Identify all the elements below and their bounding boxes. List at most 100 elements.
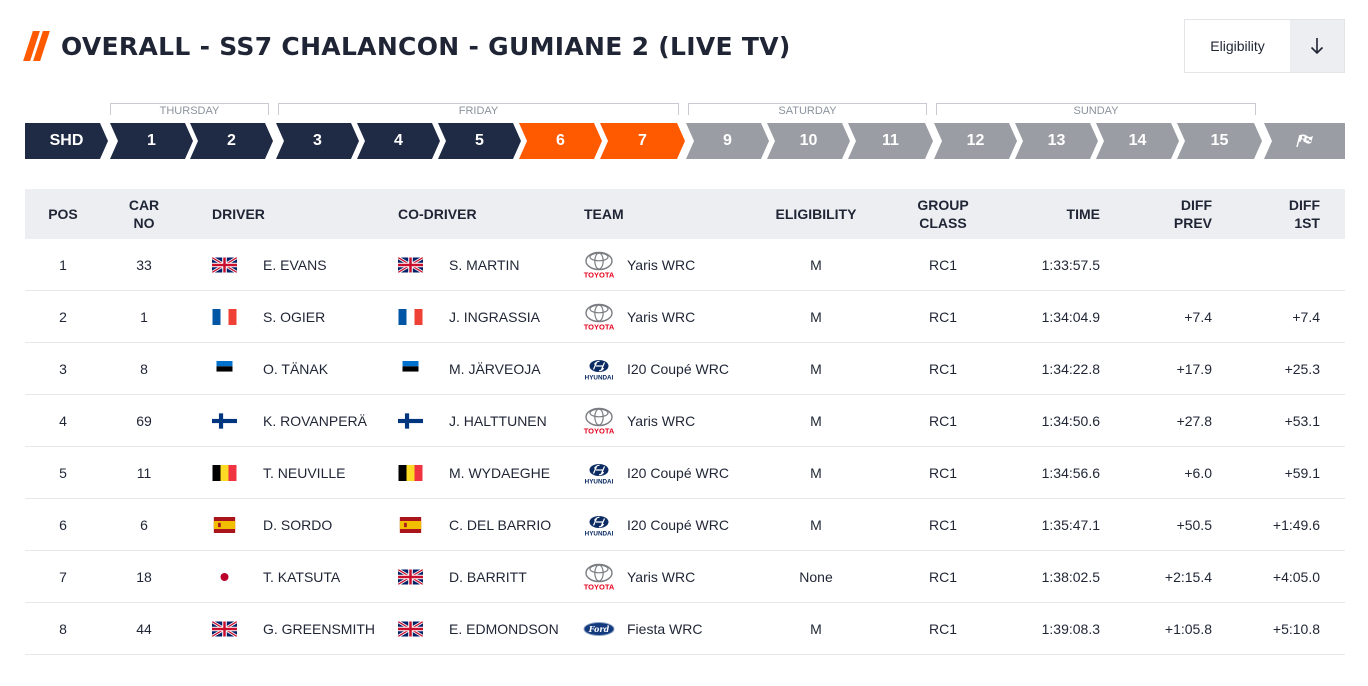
cell-codriver[interactable]: M. WYDAEGHE	[398, 447, 578, 498]
col-car-no[interactable]: CAR NO	[101, 189, 187, 239]
flag-es-icon	[212, 516, 250, 533]
cell-diff-first: +59.1	[1284, 464, 1320, 481]
driver-name[interactable]: K. ROVANPERÄ	[263, 412, 367, 429]
eligibility-filter-label[interactable]: Eligibility	[1210, 38, 1265, 54]
col-team[interactable]: TEAM	[584, 206, 624, 222]
col-car-no-line1: CAR	[128, 197, 160, 213]
flag-gb-icon	[398, 621, 436, 637]
stage-13[interactable]: 13	[1015, 123, 1098, 159]
table-row[interactable]: 4 69 K. ROVANPERÄ J. HALTTUNEN TOYOTA Yaris W…	[25, 395, 1345, 447]
table-row[interactable]: 6 6 D. SORDO C. DEL BARRIO HYUNDAI I20 Coupé …	[25, 499, 1345, 551]
stage-10[interactable]: 10	[767, 123, 850, 159]
driver-name[interactable]: G. GREENSMITH	[263, 620, 376, 637]
driver-name[interactable]: T. NEUVILLE	[263, 464, 346, 481]
cell-codriver[interactable]: C. DEL BARRIO	[398, 499, 578, 550]
cell-driver[interactable]: G. GREENSMITH	[212, 603, 392, 654]
col-eligibility[interactable]: ELIGIBILITY	[775, 206, 857, 222]
driver-name[interactable]: D. SORDO	[263, 516, 333, 533]
stage-3[interactable]: 3	[276, 123, 359, 159]
cell-pos: 6	[59, 516, 67, 533]
cell-codriver[interactable]: J. INGRASSIA	[398, 291, 578, 342]
cell-driver[interactable]: T. KATSUTA	[212, 551, 392, 602]
stage-12[interactable]: 12	[934, 123, 1017, 159]
stage-2[interactable]: 2	[190, 123, 273, 159]
cell-pos: 7	[59, 568, 67, 585]
stage-14[interactable]: 14	[1096, 123, 1179, 159]
cell-team: TOYOTA Yaris WRC	[582, 395, 762, 446]
table-row[interactable]: 2 1 S. OGIER J. INGRASSIA TOYOTA Yaris WRC M RC…	[25, 291, 1345, 343]
eligibility-filter[interactable]: Eligibility	[1184, 19, 1345, 73]
table-row[interactable]: 3 8 O. TÄNAK M. JÄRVEOJA HYUNDAI I20 Coupé WR…	[25, 343, 1345, 395]
codriver-name[interactable]: C. DEL BARRIO	[449, 516, 552, 533]
svg-text:Ford: Ford	[588, 623, 610, 633]
stage-shd[interactable]: SHD	[25, 123, 108, 159]
stage-15[interactable]: 15	[1177, 123, 1262, 159]
stage-4[interactable]: 4	[357, 123, 440, 159]
cell-diff-prev: +7.4	[1184, 308, 1212, 325]
codriver-name[interactable]: M. WYDAEGHE	[449, 464, 551, 481]
stage-5[interactable]: 5	[438, 123, 521, 159]
team-car: Yaris WRC	[627, 412, 696, 429]
codriver-name[interactable]: M. JÄRVEOJA	[449, 360, 541, 377]
cell-time: 1:34:50.6	[1041, 412, 1100, 429]
toyota-logo-icon: TOYOTA	[582, 562, 616, 592]
cell-driver[interactable]: E. EVANS	[212, 239, 392, 290]
table-row[interactable]: 1 33 E. EVANS S. MARTIN TOYOTA Yaris WRC M RC1 1…	[25, 239, 1345, 291]
table-row[interactable]: 7 18 T. KATSUTA D. BARRITT TOYOTA Yaris WRC No…	[25, 551, 1345, 603]
flag-es-icon	[398, 516, 436, 533]
cell-pos: 5	[59, 464, 67, 481]
driver-name[interactable]: S. OGIER	[263, 308, 326, 325]
cell-car-no: 6	[140, 516, 148, 533]
codriver-name[interactable]: J. INGRASSIA	[449, 308, 541, 325]
codriver-name[interactable]: S. MARTIN	[449, 256, 520, 273]
ford-logo-icon: Ford	[582, 614, 616, 644]
cell-car-no: 33	[136, 256, 152, 273]
day-label: THURSDAY	[155, 105, 224, 117]
table-row[interactable]: 5 11 T. NEUVILLE M. WYDAEGHE HYUNDAI I20 Coup…	[25, 447, 1345, 499]
flag-gb-icon	[398, 257, 436, 273]
flag-fr-icon	[212, 308, 250, 325]
cell-team: HYUNDAI I20 Coupé WRC	[582, 499, 762, 550]
cell-codriver[interactable]: S. MARTIN	[398, 239, 578, 290]
cell-time: 1:38:02.5	[1041, 568, 1100, 585]
stage-1[interactable]: 1	[110, 123, 193, 159]
cell-codriver[interactable]: D. BARRITT	[398, 551, 578, 602]
cell-diff-first: +5:10.8	[1272, 620, 1320, 637]
cell-codriver[interactable]: E. EDMONDSON	[398, 603, 578, 654]
cell-eligibility: M	[810, 256, 822, 273]
cell-pos: 1	[59, 256, 67, 273]
driver-name[interactable]: E. EVANS	[263, 256, 327, 273]
cell-driver[interactable]: T. NEUVILLE	[212, 447, 392, 498]
table-row[interactable]: 8 44 G. GREENSMITH E. EDMONDSON Ford Fiesta W…	[25, 603, 1345, 655]
col-codriver[interactable]: CO-DRIVER	[398, 206, 477, 222]
hyundai-logo-icon: HYUNDAI	[582, 510, 616, 540]
col-pos[interactable]: POS	[48, 206, 78, 222]
stage-6[interactable]: 6	[519, 123, 602, 159]
driver-name[interactable]: T. KATSUTA	[263, 568, 341, 585]
cell-car-no: 18	[136, 568, 152, 585]
cell-driver[interactable]: O. TÄNAK	[212, 343, 392, 394]
cell-driver[interactable]: D. SORDO	[212, 499, 392, 550]
arrow-down-icon[interactable]	[1290, 20, 1344, 72]
codriver-name[interactable]: J. HALTTUNEN	[449, 412, 547, 429]
col-driver[interactable]: DRIVER	[212, 206, 265, 222]
cell-driver[interactable]: K. ROVANPERÄ	[212, 395, 392, 446]
col-group-class[interactable]: GROUP CLASS	[903, 189, 983, 239]
cell-time: 1:34:56.6	[1041, 464, 1100, 481]
driver-name[interactable]: O. TÄNAK	[263, 360, 329, 377]
stage-7[interactable]: 7	[600, 123, 685, 159]
cell-codriver[interactable]: M. JÄRVEOJA	[398, 343, 578, 394]
codriver-name[interactable]: E. EDMONDSON	[449, 620, 559, 637]
codriver-name[interactable]: D. BARRITT	[449, 568, 527, 585]
cell-driver[interactable]: S. OGIER	[212, 291, 392, 342]
flag-ee-icon	[398, 360, 436, 377]
col-time[interactable]: TIME	[1066, 206, 1100, 222]
stage-9[interactable]: 9	[686, 123, 769, 159]
cell-codriver[interactable]: J. HALTTUNEN	[398, 395, 578, 446]
cell-team: HYUNDAI I20 Coupé WRC	[582, 343, 762, 394]
cell-diff-first: +4:05.0	[1272, 568, 1320, 585]
stage-11[interactable]: 11	[848, 123, 933, 159]
col-diff-prev[interactable]: DIFF PREV	[1112, 189, 1212, 239]
stage-finish[interactable]	[1264, 123, 1345, 159]
col-diff-first[interactable]: DIFF 1ST	[1220, 189, 1320, 239]
